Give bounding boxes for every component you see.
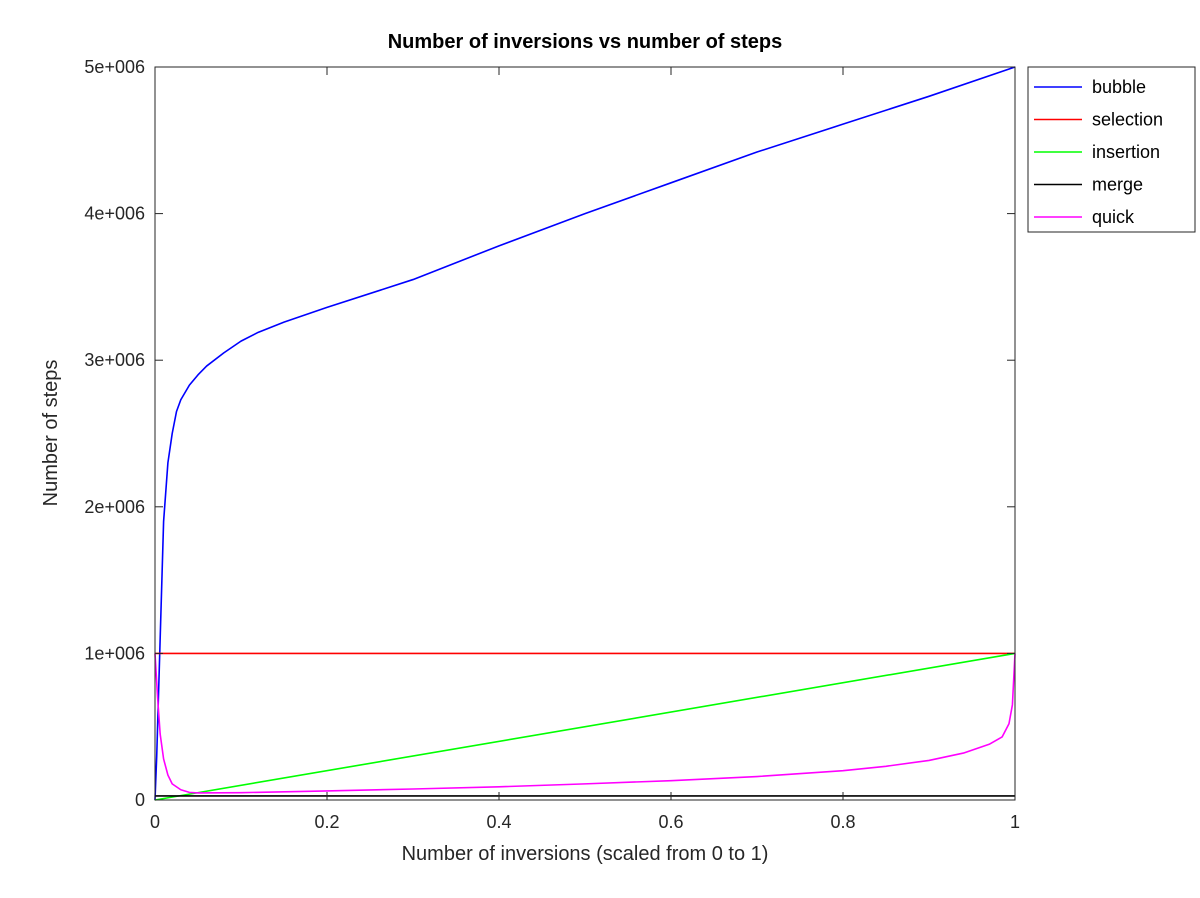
y-tick-label: 5e+006 (84, 57, 145, 77)
x-tick-label: 0.6 (658, 812, 683, 832)
x-axis-label: Number of inversions (scaled from 0 to 1… (402, 843, 769, 865)
legend: bubble selection insertion merge quick (1027, 66, 1196, 233)
plot-frame (154, 66, 1016, 801)
legend-label-insertion: insertion (1092, 142, 1160, 162)
legend-label-bubble: bubble (1092, 77, 1146, 97)
y-tick-label: 1e+006 (84, 643, 145, 663)
x-tick-label: 0.2 (314, 812, 339, 832)
series-line-insertion (154, 652, 1016, 801)
y-axis: 0 1e+006 2e+006 3e+006 4e+006 5e+006 (84, 57, 1015, 810)
legend-box (1027, 66, 1196, 233)
plot-area (155, 67, 1015, 800)
legend-label-quick: quick (1092, 207, 1135, 227)
x-tick-label: 1 (1010, 812, 1020, 832)
x-axis: 0 0.2 0.4 0.6 0.8 1 (150, 67, 1020, 832)
plot-background (155, 67, 1015, 800)
y-tick-label: 2e+006 (84, 497, 145, 517)
x-tick-label: 0.8 (830, 812, 855, 832)
series-layer (154, 66, 1016, 801)
y-tick-label: 0 (135, 790, 145, 810)
y-tick-label: 3e+006 (84, 350, 145, 370)
series-line-quick (154, 653, 1016, 794)
y-tick-label: 4e+006 (84, 204, 145, 224)
chart-title: Number of inversions vs number of steps (388, 31, 783, 53)
y-axis-label: Number of steps (40, 360, 62, 507)
x-tick-label: 0.4 (486, 812, 511, 832)
x-tick-label: 0 (150, 812, 160, 832)
series-line-bubble (154, 66, 1016, 801)
legend-label-merge: merge (1092, 175, 1143, 195)
legend-label-selection: selection (1092, 110, 1163, 130)
